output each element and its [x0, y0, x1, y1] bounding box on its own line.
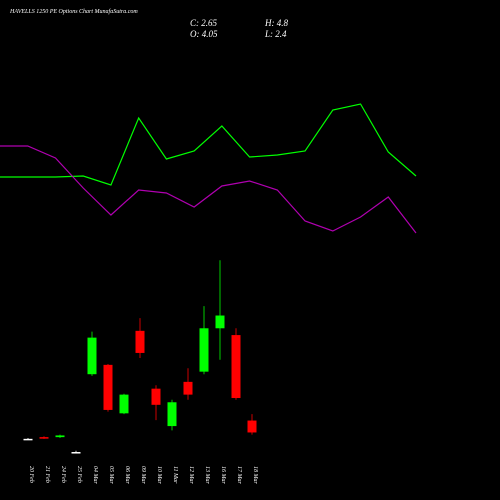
candle-body [119, 394, 129, 414]
x-tick-label: 24 Feb [60, 466, 67, 483]
chart-title: HAVELLS 1250 PE Options Chart MunafaSutr… [9, 8, 138, 15]
x-tick-label: 10 Mar [156, 466, 162, 484]
x-tick-label: 21 Feb [44, 466, 50, 483]
summary-open: O: 4.05 [190, 29, 218, 39]
candle-body [167, 402, 177, 427]
x-tick-label: 12 Mar [188, 466, 194, 484]
summary-label: L: [264, 29, 273, 39]
x-tick-label: 17 Mar [236, 466, 242, 484]
x-tick-label: 20 Feb [28, 466, 34, 483]
summary-label: H: [264, 18, 275, 28]
x-tick-label: 25 Feb [76, 466, 82, 483]
candle-body [135, 330, 145, 353]
candle-body [199, 328, 209, 372]
x-tick-label: 18 Mar [252, 466, 258, 484]
summary-high: H: 4.8 [264, 18, 289, 28]
candle-body [151, 388, 161, 405]
x-tick-label: 05 Mar [108, 466, 114, 484]
summary-label: C: [190, 18, 199, 28]
candle-body [23, 438, 33, 441]
candle-body [215, 315, 225, 329]
summary-label: O: [190, 29, 200, 39]
summary-value: 2.65 [201, 18, 217, 28]
line [0, 103, 417, 186]
x-tick-label: 06 Mar [124, 466, 130, 484]
x-tick-label: 11 Mar [172, 466, 178, 484]
candle-body [71, 452, 81, 454]
candle-body [231, 335, 241, 399]
candle-body [39, 437, 49, 439]
candle-body [55, 435, 65, 438]
candle-body [247, 420, 257, 433]
summary-value: 4.8 [277, 18, 289, 28]
candle-body [87, 337, 97, 375]
x-tick-label: 13 Mar [204, 466, 210, 484]
line [0, 145, 417, 234]
summary-value: 4.05 [202, 29, 218, 39]
summary-value: 2.4 [275, 29, 287, 39]
x-tick-label: 09 Mar [140, 466, 146, 484]
x-tick-label: 16 Mar [220, 466, 226, 484]
summary-close: C: 2.65 [190, 18, 218, 28]
candle-body [103, 364, 113, 410]
x-tick-label: 04 Mar [92, 466, 99, 484]
candle-body [183, 381, 193, 395]
summary-low: L: 2.4 [264, 29, 287, 39]
